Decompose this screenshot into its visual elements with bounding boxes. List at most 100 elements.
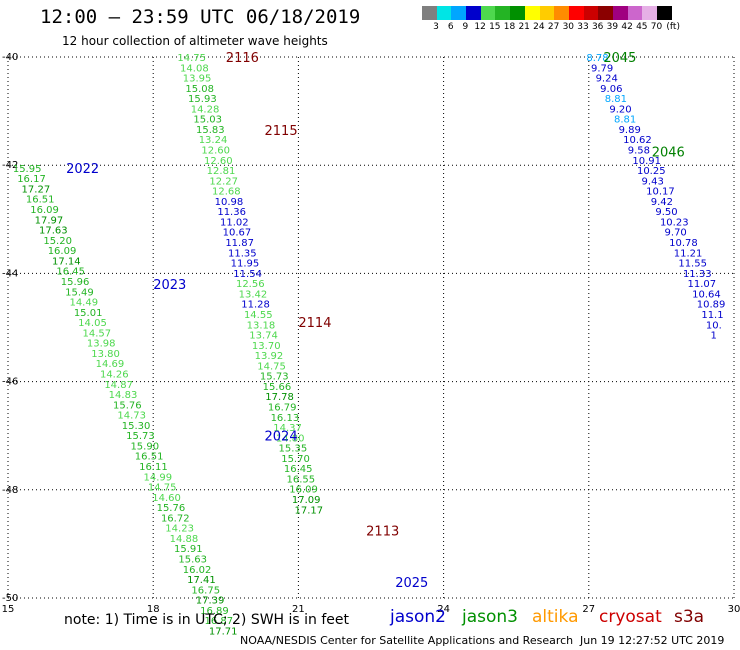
swh-reading: 17.97 bbox=[35, 215, 64, 226]
swh-reading: 16.55 bbox=[287, 474, 316, 485]
swh-reading: 15.93 bbox=[188, 94, 217, 105]
scale-swatch bbox=[451, 6, 467, 20]
y-tick-label: -50 bbox=[2, 593, 18, 604]
swh-reading: 9.24 bbox=[596, 74, 618, 85]
swh-reading: 14.55 bbox=[244, 310, 273, 321]
swh-reading: 15.63 bbox=[178, 555, 207, 566]
swh-reading: 12.60 bbox=[201, 146, 230, 157]
swh-reading: 11.87 bbox=[225, 238, 254, 249]
swh-reading: 16.02 bbox=[183, 565, 212, 576]
swh-reading: 14.23 bbox=[165, 524, 194, 535]
swh-reading: 15.49 bbox=[65, 287, 94, 298]
swh-reading: 16.45 bbox=[56, 267, 85, 278]
swh-reading: 15.66 bbox=[263, 382, 292, 393]
swh-reading: 11.36 bbox=[217, 207, 246, 218]
swh-reading: 11.33 bbox=[683, 269, 712, 280]
swh-reading: 10.89 bbox=[697, 300, 726, 311]
swh-reading: 16.51 bbox=[135, 452, 164, 463]
swh-reading: 16.75 bbox=[191, 585, 220, 596]
pass-number-label: 2046 bbox=[652, 146, 685, 161]
swh-reading: 9.70 bbox=[665, 228, 687, 239]
swh-reading: 15.76 bbox=[113, 400, 142, 411]
scale-label: 15 bbox=[489, 22, 501, 32]
y-tick-label: -40 bbox=[2, 52, 18, 63]
swh-reading: 11.21 bbox=[674, 248, 703, 259]
swh-reading: 16.45 bbox=[284, 464, 313, 475]
pass-number-label: 2114 bbox=[298, 316, 331, 331]
pass-number-label: 2115 bbox=[265, 124, 298, 139]
swh-reading: 16.89 bbox=[200, 606, 229, 617]
swh-reading: 12.60 bbox=[204, 156, 233, 167]
scale-label: 3 bbox=[433, 22, 439, 32]
satellite-legend-s3a: s3a bbox=[674, 607, 705, 627]
swh-reading: 12.81 bbox=[207, 166, 236, 177]
scale-swatch bbox=[568, 6, 584, 20]
swh-reading: 14.26 bbox=[100, 369, 129, 380]
satellite-legend-altika: altika bbox=[532, 607, 579, 627]
scale-label: 24 bbox=[533, 22, 545, 32]
swh-reading: 13.74 bbox=[249, 331, 278, 342]
x-tick-label: 24 bbox=[437, 604, 450, 615]
swh-reading: 9.42 bbox=[651, 197, 673, 208]
scale-label: 36 bbox=[591, 22, 604, 32]
swh-reading: 17.09 bbox=[292, 495, 321, 506]
pass-number-label: 2116 bbox=[226, 51, 259, 66]
swh-reading: 14.80 bbox=[276, 433, 305, 444]
swh-reading: 15.91 bbox=[174, 544, 203, 555]
swh-reading: 15.03 bbox=[193, 115, 222, 126]
x-tick-label: 21 bbox=[292, 604, 305, 615]
swh-reading: 14.75 bbox=[177, 53, 206, 64]
swh-reading: 9.58 bbox=[628, 146, 650, 157]
scale-label: 27 bbox=[547, 22, 560, 32]
satellite-legend-cryosat: cryosat bbox=[599, 607, 662, 627]
pass-number-label: 2045 bbox=[603, 51, 636, 66]
swh-reading: 10.25 bbox=[637, 166, 666, 177]
swh-reading: 14.60 bbox=[152, 493, 181, 504]
scale-unit: (ft) bbox=[666, 22, 680, 32]
swh-reading: 15.35 bbox=[279, 444, 308, 455]
swh-reading: 14.05 bbox=[78, 318, 107, 329]
scale-swatch bbox=[627, 6, 643, 20]
swh-reading: 15.76 bbox=[157, 503, 186, 514]
swh-reading: 16.79 bbox=[268, 402, 297, 413]
swh-reading: 14.73 bbox=[117, 411, 146, 422]
swh-reading: 15.95 bbox=[13, 164, 42, 175]
swh-reading: 16.13 bbox=[271, 413, 300, 424]
swh-reading: 15.73 bbox=[260, 372, 289, 383]
swh-reading: 8.81 bbox=[614, 115, 636, 126]
swh-reading: 10.67 bbox=[223, 228, 252, 239]
scale-label: 30 bbox=[562, 22, 575, 32]
swh-reading: 17.27 bbox=[22, 184, 51, 195]
swh-reading: 13.70 bbox=[252, 341, 281, 352]
swh-reading: 14.57 bbox=[83, 328, 112, 339]
swh-reading: 14.75 bbox=[257, 361, 286, 372]
satellite-legend-jason2: jason2 bbox=[390, 607, 446, 627]
x-tick-label: 15 bbox=[2, 604, 15, 615]
swh-reading: 17.14 bbox=[52, 256, 81, 267]
swh-reading: 11.35 bbox=[228, 248, 257, 259]
note-text: note: 1) Time is in UTC; 2) SWH is in fe… bbox=[64, 612, 350, 628]
satellite-legend-jason3: jason3 bbox=[462, 607, 518, 627]
swh-reading: 14.08 bbox=[180, 63, 209, 74]
swh-reading: 13.98 bbox=[87, 339, 116, 350]
swh-reading: 1 bbox=[711, 331, 717, 342]
swh-reading: 9.06 bbox=[600, 84, 622, 95]
swh-reading: 17.78 bbox=[265, 392, 294, 403]
pass-number-label: 2023 bbox=[153, 278, 186, 293]
swh-reading: 10.91 bbox=[632, 156, 661, 167]
swh-reading: 15.30 bbox=[122, 421, 151, 432]
x-tick-label: 18 bbox=[147, 604, 160, 615]
swh-reading: 11.1 bbox=[701, 310, 723, 321]
page-subtitle: 12 hour collection of altimeter wave hei… bbox=[62, 34, 328, 48]
scale-swatch bbox=[524, 6, 540, 20]
y-tick-label: -42 bbox=[2, 160, 18, 171]
swh-reading: 10.23 bbox=[660, 217, 689, 228]
swh-reading: 13.24 bbox=[199, 135, 228, 146]
swh-reading: 14.88 bbox=[170, 534, 199, 545]
swh-reading: 16.09 bbox=[30, 205, 59, 216]
swh-reading: 13.80 bbox=[91, 349, 120, 360]
scale-label: 70 bbox=[650, 22, 663, 32]
swh-reading: 16.72 bbox=[161, 513, 190, 524]
swh-reading: 17.39 bbox=[196, 596, 225, 607]
swh-reading: 14.99 bbox=[144, 472, 173, 483]
